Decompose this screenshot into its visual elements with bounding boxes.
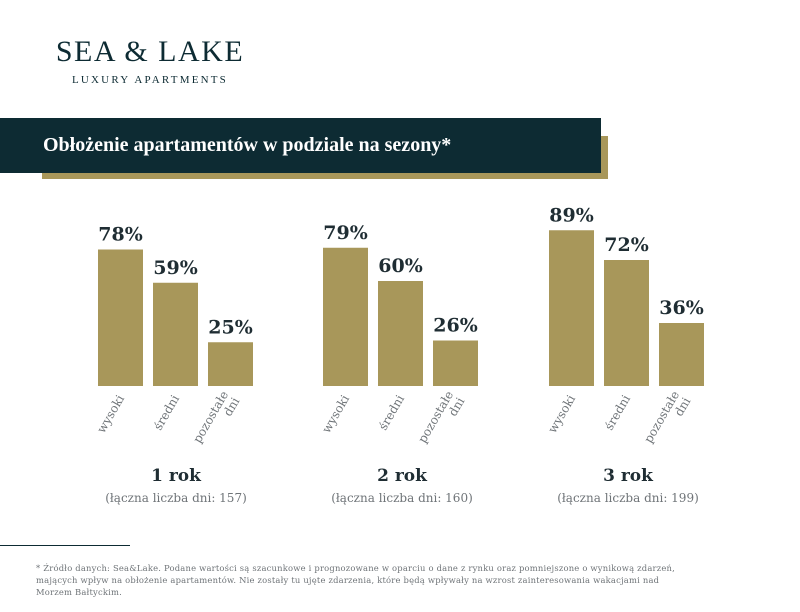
bar xyxy=(323,247,368,386)
category-label: pozostałedni xyxy=(190,388,242,452)
group-title: 1 rok xyxy=(151,466,202,486)
bar-value-label: 78% xyxy=(98,224,143,246)
logo-title: SEA & LAKE xyxy=(55,35,245,68)
category-label: średni xyxy=(376,392,407,432)
category-label: wysoki xyxy=(94,392,127,435)
bar-value-label: 26% xyxy=(433,315,478,337)
bar-value-label: 25% xyxy=(208,316,253,338)
title-banner: Obłożenie apartamentów w podziale na sez… xyxy=(0,118,601,173)
group-subtitle: (łączna liczba dni: 199) xyxy=(557,491,699,505)
category-label: średni xyxy=(602,392,633,432)
bar xyxy=(98,249,143,386)
group-subtitle: (łączna liczba dni: 160) xyxy=(331,491,473,505)
category-label: pozostałedni xyxy=(415,388,467,452)
bar xyxy=(378,281,423,386)
category-label: wysoki xyxy=(545,392,578,435)
bar-value-label: 59% xyxy=(153,257,198,279)
footnote: * Źródło danych: Sea&Lake. Podane wartoś… xyxy=(36,563,675,597)
bar xyxy=(549,230,594,386)
bar xyxy=(153,282,198,386)
brand-logo: SEA & LAKE LUXURY APARTMENTS xyxy=(47,35,253,87)
footnote-divider xyxy=(0,545,130,546)
logo-subtitle: LUXURY APARTMENTS xyxy=(71,74,229,86)
group-title: 2 rok xyxy=(377,466,428,486)
category-label: średni xyxy=(151,392,182,432)
chart-title: Obłożenie apartamentów w podziale na sez… xyxy=(43,134,452,156)
bar-value-label: 72% xyxy=(604,234,649,256)
bar xyxy=(604,260,649,386)
bar xyxy=(433,340,478,386)
bar-value-label: 36% xyxy=(659,297,704,319)
bar-value-label: 79% xyxy=(323,222,368,244)
bar-value-label: 60% xyxy=(378,255,423,277)
bar-value-label: 89% xyxy=(549,204,594,226)
group-subtitle: (łączna liczba dni: 157) xyxy=(105,491,247,505)
bar xyxy=(208,342,253,386)
group-title: 3 rok xyxy=(603,466,654,486)
bar xyxy=(659,323,704,386)
category-label: pozostałedni xyxy=(641,388,693,452)
category-label: wysoki xyxy=(319,392,352,435)
